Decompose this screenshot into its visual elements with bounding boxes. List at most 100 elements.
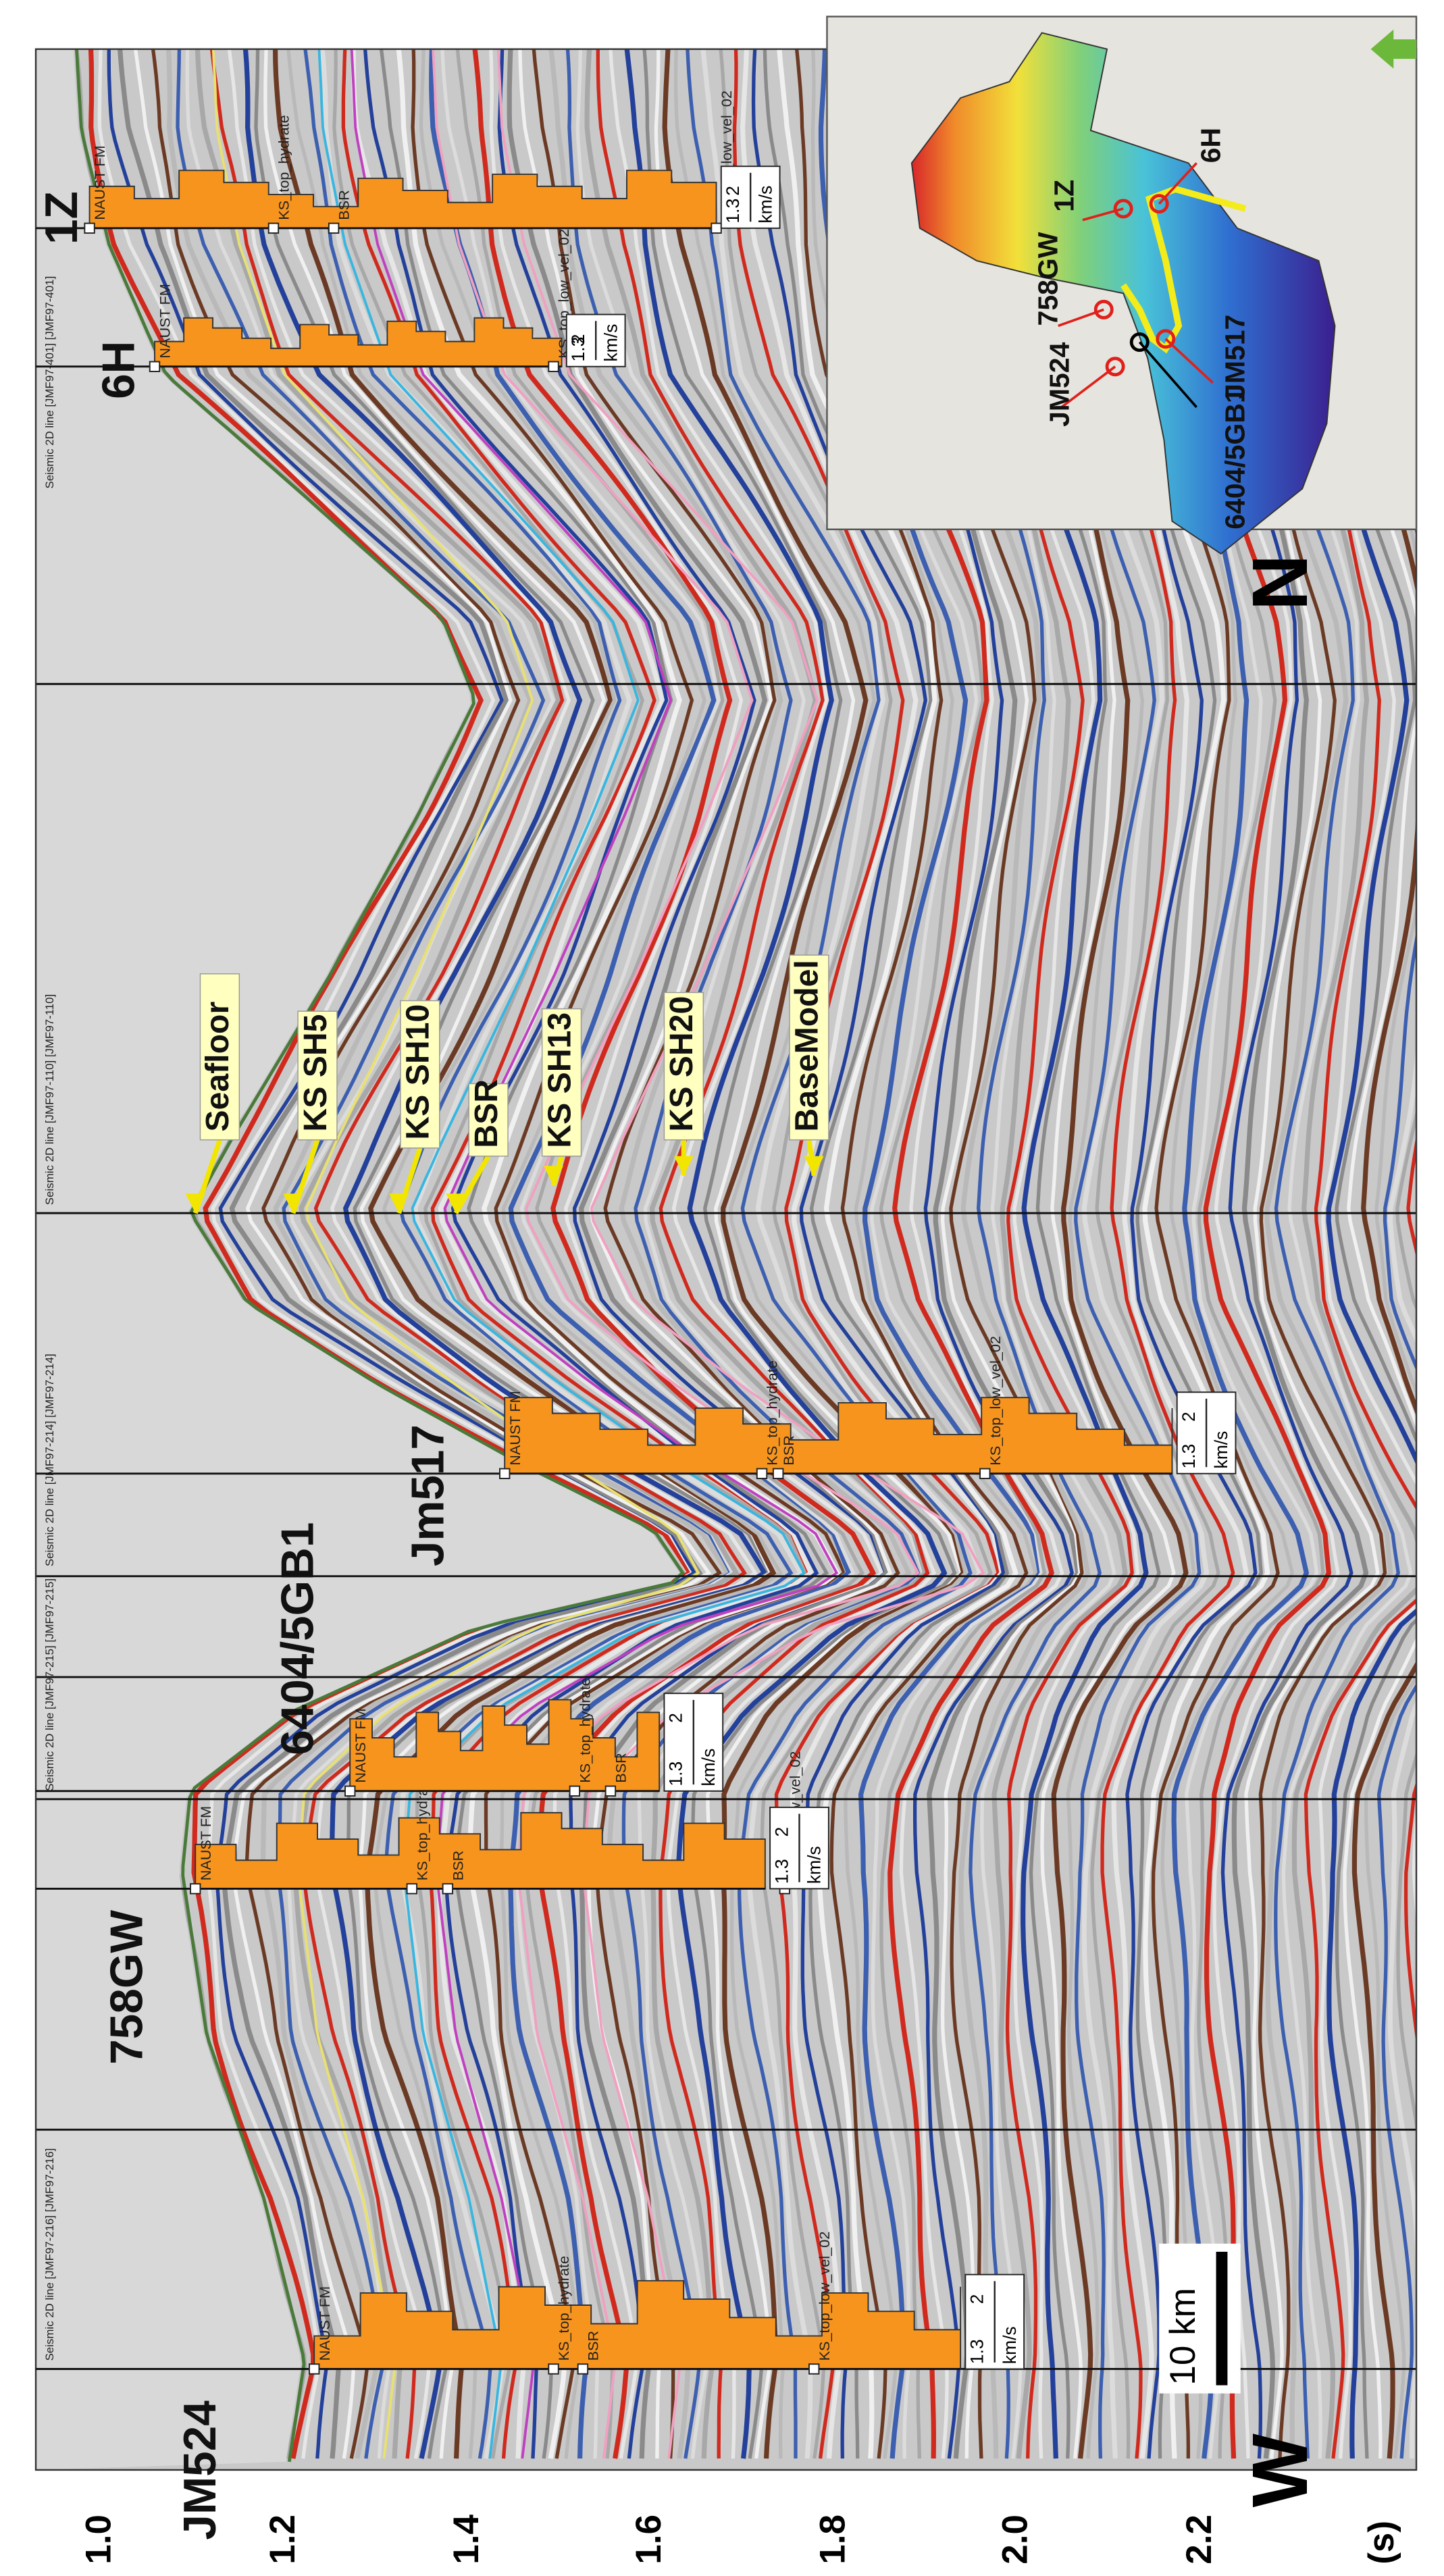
top-marker <box>979 1468 991 1479</box>
horizon-label: KS SH10 <box>400 1004 436 1140</box>
top-marker <box>808 2363 820 2375</box>
seismic-trace <box>654 49 964 2459</box>
map-well <box>1156 329 1176 349</box>
seismic-trace <box>176 49 733 2459</box>
axis-tick-label: 2.0 <box>995 2515 1035 2565</box>
seismic-trace <box>565 49 921 2459</box>
seismic-trace <box>332 49 809 2459</box>
seismic-trace <box>341 49 812 2459</box>
direction-north: N <box>1236 555 1324 611</box>
scale-max: 2 <box>666 1713 686 1723</box>
horizon-arrowhead <box>389 1193 409 1214</box>
seismic-trace <box>351 49 815 2459</box>
seafloor-line <box>74 49 685 2463</box>
well-top-label: NAUST FM <box>352 1708 369 1782</box>
top-marker <box>190 1883 201 1895</box>
map-well-label: 1Z <box>1049 180 1080 212</box>
seismic-trace <box>532 49 900 2459</box>
top-marker <box>548 361 559 372</box>
well-top-label: NAUST FM <box>507 1391 523 1465</box>
seismic-trace <box>254 49 771 2459</box>
seismic-trace <box>363 49 819 2459</box>
well-top-label: BSR <box>780 1435 797 1466</box>
well-name: 758GW <box>102 1910 153 2065</box>
seismic-trace <box>751 49 1006 2459</box>
seismic-line-label: Seismic 2D line [JMF97-401] [JMF97-401] <box>43 276 56 489</box>
seismic-trace <box>740 49 1005 2459</box>
seismic-line-label: Seismic 2D line [JMF97-214] [JMF97-214] <box>43 1354 56 1566</box>
scale-bar-label: 10 km <box>1163 2288 1203 2385</box>
seismic-trace <box>88 49 694 2459</box>
seismic-trace <box>419 49 850 2459</box>
map-pointer <box>1060 365 1116 409</box>
top-marker <box>309 2363 320 2375</box>
horizon-line <box>211 49 700 2459</box>
well-top-label: KS_top_hydrate <box>764 1360 781 1466</box>
seismic-trace <box>609 49 937 2459</box>
scale-min: 1.3 <box>723 199 743 224</box>
scale-min: 1.3 <box>967 2339 987 2364</box>
horizon-label: KS SH20 <box>663 996 700 1132</box>
top-marker <box>84 222 95 234</box>
horizon-arrowhead <box>283 1193 303 1214</box>
seismic-trace <box>662 49 966 2459</box>
horizon-label: BSR <box>468 1079 505 1148</box>
horizon-arrowhead <box>544 1166 563 1186</box>
seismic-trace <box>165 49 731 2459</box>
velocity-log <box>154 317 563 367</box>
seismic-trace <box>489 49 884 2459</box>
top-marker <box>499 1468 511 1479</box>
seismic-line-label: Seismic 2D line [JMF97-215] [JMF97-215] <box>43 1578 56 1791</box>
well-top-label: KS_top_hydrate <box>413 1776 430 1881</box>
axis-unit: (s) <box>1362 2521 1401 2565</box>
top-marker <box>569 1785 581 1797</box>
axis-tick-label: 1.4 <box>446 2515 486 2565</box>
top-marker <box>149 361 161 372</box>
horizon-label: KS SH13 <box>541 1012 577 1148</box>
map-well <box>1093 299 1114 319</box>
well-top-label: BSR <box>612 1753 629 1783</box>
velocity-log <box>88 170 717 229</box>
well-name: 1Z <box>36 191 87 244</box>
seismic-trace <box>686 49 973 2459</box>
velocity-log <box>195 1811 766 1890</box>
seismic-trace <box>472 49 877 2459</box>
seismic-trace <box>97 49 696 2459</box>
seismic-trace <box>584 49 928 2459</box>
panel-frame <box>34 48 1418 2471</box>
horizon-label: BaseModel <box>789 960 825 1131</box>
axis-tick-label: 1.8 <box>813 2515 853 2565</box>
horizon-box <box>468 1083 509 1157</box>
well-top-label: KS_top_hydrate <box>276 115 292 220</box>
map-well-label: JM517 <box>1220 315 1251 399</box>
well-top-label: BSR <box>336 190 353 220</box>
seismic-trace <box>118 49 703 2459</box>
scale-unit: km/s <box>600 324 621 362</box>
well-name: 6404/5GB1 <box>273 1522 324 1755</box>
top-marker <box>548 2363 559 2375</box>
map-basin <box>910 32 1336 555</box>
map-well <box>1129 332 1150 353</box>
axis-tick-label: 1.2 <box>263 2515 303 2565</box>
scale-unit: km/s <box>698 1749 719 1786</box>
seismic-trace <box>700 49 983 2459</box>
horizon-line <box>350 49 839 2459</box>
velocity-log <box>504 1397 1173 1474</box>
horizon-box <box>541 1008 582 1157</box>
scale-max: 2 <box>967 2294 987 2304</box>
seismic-trace <box>185 49 735 2459</box>
scale-max: 2 <box>723 186 743 196</box>
seismic-trace <box>227 49 758 2459</box>
seismic-trace <box>286 49 783 2459</box>
horizon-box <box>297 1010 338 1141</box>
horizon-arrowhead <box>804 1156 824 1176</box>
horizon-line <box>496 49 985 2459</box>
horizon-arrowhead <box>446 1193 466 1214</box>
horizon-line <box>317 49 806 2459</box>
axis-tick-label: 1.6 <box>629 2515 669 2565</box>
water-column <box>36 49 679 2470</box>
horizon-label: Seafloor <box>199 1002 236 1132</box>
well-top-label: KS_top_hydrate <box>576 1678 593 1783</box>
